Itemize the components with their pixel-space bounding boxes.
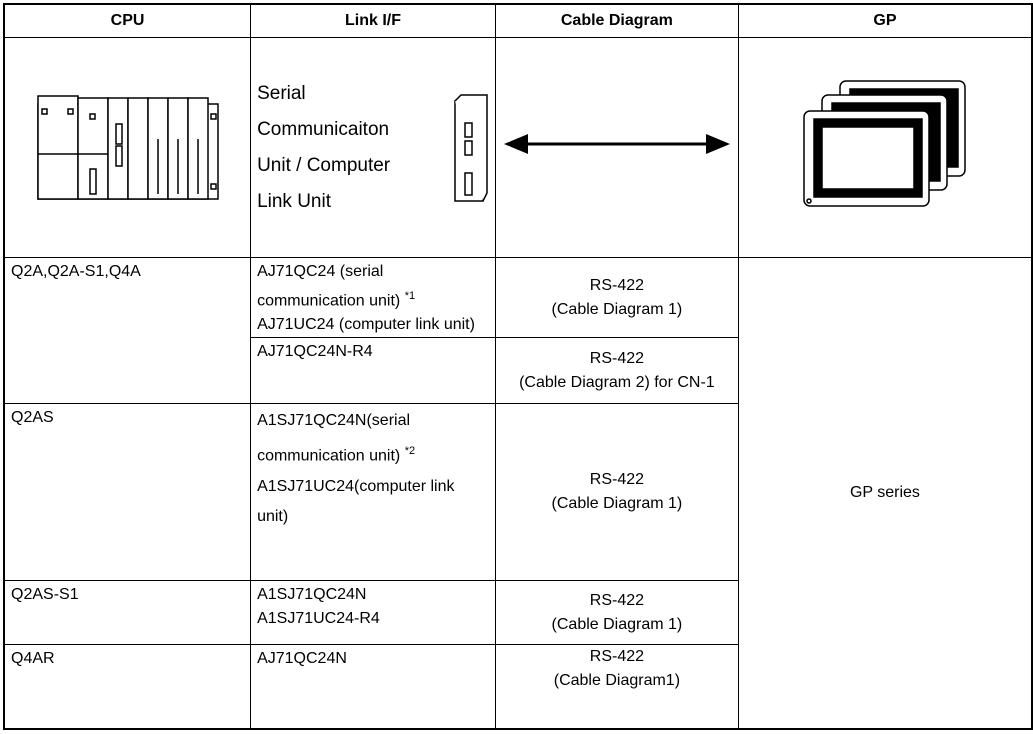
text-line: Communicaiton bbox=[257, 118, 390, 140]
text-line: Link Unit bbox=[257, 190, 331, 212]
row: Q2AS A1SJ71QC24N(serial communication un… bbox=[3, 403, 1032, 582]
row: Q2A,Q2A-S1,Q4A AJ71QC24 (serial communic… bbox=[3, 256, 1033, 730]
text-line: A1SJ71QC24N(serial bbox=[257, 412, 411, 430]
cable-cell: RS-422 (Cable Diagram 1) bbox=[494, 580, 739, 646]
link-cell: A1SJ71QC24N(serial communication unit) *… bbox=[250, 403, 496, 582]
cable-cell: RS-422 (Cable Diagram 1) bbox=[494, 403, 739, 582]
link-cell: A1SJ71QC24N A1SJ71UC24-R4 bbox=[250, 580, 496, 646]
text-line: RS-422 bbox=[589, 648, 645, 666]
link-cell: AJ71QC24N bbox=[250, 644, 496, 730]
link-cell: AJ71QC24N-R4 bbox=[250, 337, 496, 405]
text-line: communication unit) bbox=[257, 292, 401, 310]
text-line: (Cable Diagram 1) bbox=[551, 300, 683, 318]
cable-cell: RS-422 (Cable Diagram 1) bbox=[494, 256, 739, 339]
text-line: Serial bbox=[257, 82, 306, 104]
text-line: (Cable Diagram 1) bbox=[551, 615, 683, 633]
header-cell: Link I/F bbox=[250, 3, 496, 38]
text-line: A1SJ71UC24(computer link bbox=[257, 477, 455, 495]
cpu-cell: Q4AR bbox=[3, 644, 252, 730]
table: CPU Link I/F Cable Diagram GP bbox=[3, 3, 1033, 730]
row: AJ71QC24N-R4 RS-422 (Cable Diagram 2) fo… bbox=[4, 337, 1032, 405]
header-cell: GP bbox=[737, 3, 1033, 38]
module-icon bbox=[454, 93, 488, 202]
row: Q2AS-S1 A1SJ71QC24N A1SJ71UC24-R4 RS-422… bbox=[3, 580, 1032, 646]
cpu-cell: Q2A,Q2A-S1,Q4A bbox=[3, 256, 252, 405]
text-line: AJ71QC24N bbox=[257, 650, 347, 668]
text-line: communication unit) bbox=[257, 447, 401, 465]
cpu-cell: Q2AS-S1 bbox=[3, 580, 252, 646]
header-cell: CPU bbox=[3, 3, 252, 38]
text-line: unit) bbox=[257, 507, 289, 525]
footnote-mark: *2 bbox=[404, 445, 416, 458]
cable-cell: RS-422 (Cable Diagram1) bbox=[494, 644, 739, 730]
gp-icon bbox=[803, 79, 966, 207]
header-row: CPU Link I/F Cable Diagram GP bbox=[3, 3, 1033, 38]
cpu-cell: Q2AS bbox=[3, 403, 252, 582]
link-image-cell: Serial Communicaiton Unit / Computer Lin… bbox=[250, 37, 496, 258]
text-line: RS-422 bbox=[589, 349, 645, 367]
text-line: RS-422 bbox=[589, 471, 645, 489]
header-cell: Cable Diagram bbox=[494, 3, 739, 38]
cable-image-cell bbox=[494, 37, 739, 258]
gp-image-cell bbox=[737, 37, 1033, 258]
text-line: Unit / Computer bbox=[257, 154, 391, 176]
text-line: (Cable Diagram1) bbox=[553, 672, 681, 690]
link-caption: Serial Communicaiton Unit / Computer Lin… bbox=[257, 76, 390, 220]
footnote-mark: *1 bbox=[404, 290, 416, 302]
text-line: AJ71QC24N-R4 bbox=[257, 343, 373, 361]
text-line: (Cable Diagram 1) bbox=[551, 495, 683, 513]
plc-icon bbox=[36, 94, 219, 200]
cpu-image-cell bbox=[3, 37, 252, 258]
text-line: A1SJ71UC24-R4 bbox=[257, 610, 380, 628]
double-arrow bbox=[503, 133, 730, 154]
image-row: Serial Communicaiton Unit / Computer Lin… bbox=[3, 37, 1033, 258]
text-line: AJ71QC24 (serial bbox=[257, 263, 384, 280]
link-cell: AJ71QC24 (serial communication unit) *1 … bbox=[250, 256, 496, 339]
text-line: AJ71UC24 (computer link unit) bbox=[257, 316, 475, 334]
text-line: RS-422 bbox=[589, 276, 645, 294]
text-line: A1SJ71QC24N bbox=[257, 586, 367, 604]
text-line: RS-422 bbox=[589, 591, 645, 609]
row: Q4AR AJ71QC24N RS-422 (Cable Diagram1) bbox=[3, 644, 1032, 730]
cable-cell: RS-422 (Cable Diagram 2) for CN-1 bbox=[494, 337, 739, 405]
gp-cell: GP series bbox=[737, 256, 1033, 730]
text-line: (Cable Diagram 2) for CN-1 bbox=[519, 373, 715, 391]
